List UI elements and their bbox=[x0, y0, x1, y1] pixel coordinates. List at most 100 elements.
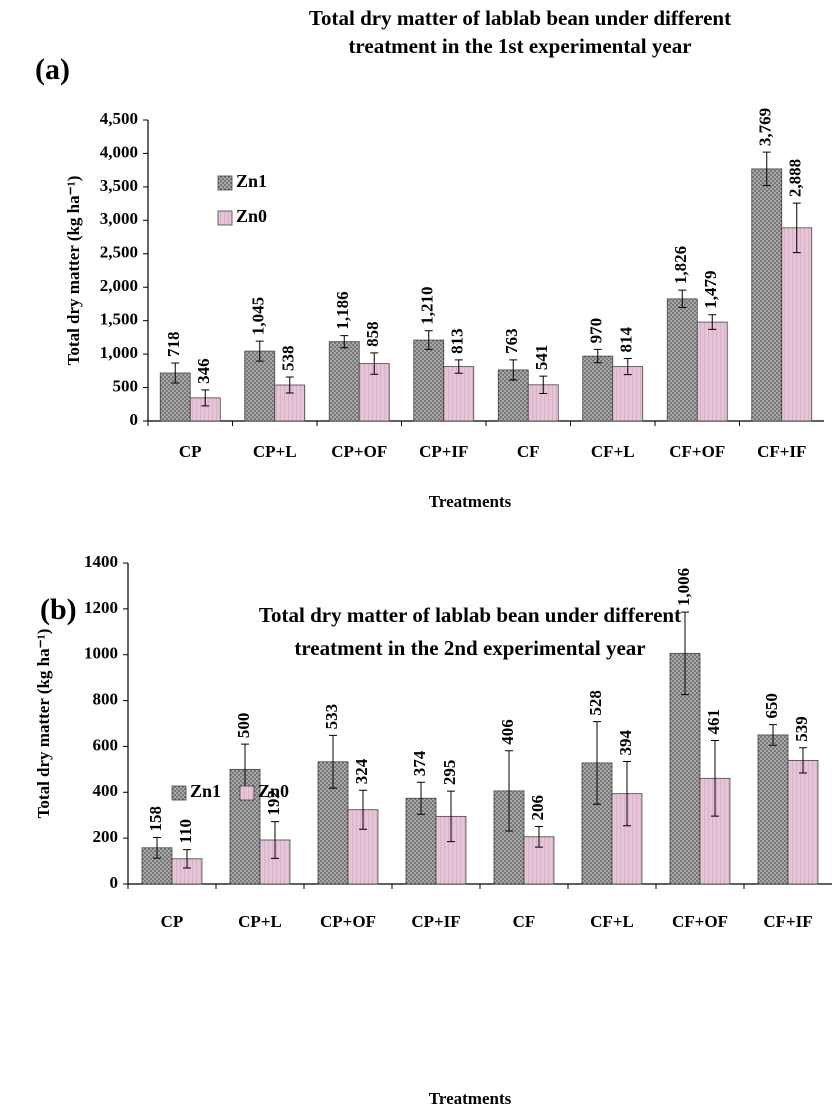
y-tick-label: 4,500 bbox=[100, 109, 138, 128]
error-bar bbox=[593, 721, 601, 805]
bar bbox=[751, 168, 783, 422]
x-tick-label: CF+IF bbox=[763, 912, 812, 931]
y-tick-label: 200 bbox=[93, 827, 119, 846]
legend-swatch bbox=[171, 785, 187, 801]
error-bar bbox=[454, 359, 463, 374]
bar bbox=[443, 366, 475, 422]
x-tick-label: CF+L bbox=[591, 442, 635, 461]
x-axis-title: Treatments bbox=[429, 1089, 512, 1108]
y-tick-label: 3,000 bbox=[100, 209, 138, 228]
bar bbox=[666, 298, 698, 422]
value-label: 461 bbox=[704, 709, 723, 735]
error-bar bbox=[623, 358, 632, 376]
legend-swatch bbox=[217, 210, 233, 226]
value-label: 813 bbox=[448, 328, 467, 354]
error-bar bbox=[509, 359, 518, 381]
error-bar bbox=[271, 821, 279, 859]
error-bar bbox=[711, 739, 719, 817]
value-label: 394 bbox=[616, 730, 635, 756]
x-tick-label: CP+L bbox=[253, 442, 297, 461]
legend-label: Zn1 bbox=[236, 171, 267, 191]
y-tick-label: 800 bbox=[93, 689, 119, 708]
y-tick-label: 0 bbox=[130, 410, 139, 429]
bar bbox=[274, 384, 306, 422]
bar bbox=[413, 339, 445, 422]
value-label: 763 bbox=[502, 328, 521, 354]
value-label: 324 bbox=[352, 758, 371, 784]
value-label: 650 bbox=[762, 693, 781, 719]
value-label: 970 bbox=[587, 318, 606, 344]
chart-title: Total dry matter of lablab bean under di… bbox=[259, 603, 681, 627]
error-bar bbox=[505, 750, 513, 832]
value-label: 1,186 bbox=[333, 291, 352, 329]
error-bar bbox=[708, 314, 717, 330]
error-bar bbox=[255, 340, 264, 362]
y-tick-label: 500 bbox=[113, 376, 139, 395]
error-bar bbox=[359, 789, 367, 830]
y-tick-label: 2,500 bbox=[100, 243, 138, 262]
bar bbox=[696, 321, 728, 422]
bar bbox=[612, 366, 644, 422]
value-label: 206 bbox=[528, 795, 547, 821]
value-label: 500 bbox=[234, 713, 253, 739]
legend-label: Zn0 bbox=[236, 206, 267, 226]
y-tick-label: 1,500 bbox=[100, 310, 138, 329]
chart-title: treatment in the 2nd experimental year bbox=[294, 636, 645, 660]
x-tick-label: CP+OF bbox=[320, 912, 376, 931]
error-bar bbox=[623, 761, 631, 827]
legend-swatch bbox=[239, 785, 255, 801]
value-label: 539 bbox=[792, 716, 811, 742]
chart-title: Total dry matter of lablab bean under di… bbox=[309, 6, 731, 30]
value-label: 528 bbox=[586, 690, 605, 716]
chart-title: treatment in the 1st experimental year bbox=[348, 34, 691, 58]
bar bbox=[328, 341, 360, 422]
x-tick-label: CP bbox=[179, 442, 202, 461]
x-tick-label: CF+L bbox=[590, 912, 634, 931]
error-bar bbox=[762, 151, 771, 187]
value-label: 158 bbox=[146, 806, 165, 832]
error-bar bbox=[799, 747, 807, 774]
value-label: 1,210 bbox=[418, 286, 437, 324]
value-label: 110 bbox=[176, 819, 195, 844]
value-label: 858 bbox=[363, 321, 382, 347]
error-bar bbox=[183, 849, 191, 869]
value-label: 374 bbox=[410, 750, 429, 776]
value-label: 406 bbox=[498, 719, 517, 745]
y-tick-label: 1400 bbox=[84, 552, 118, 571]
y-tick-label: 1200 bbox=[84, 598, 118, 617]
value-label: 1,826 bbox=[671, 246, 690, 284]
value-label: 3,769 bbox=[756, 108, 775, 146]
panel-label: (b) bbox=[40, 593, 77, 626]
value-label: 541 bbox=[532, 345, 551, 371]
bar bbox=[159, 372, 191, 422]
x-tick-label: CF+IF bbox=[757, 442, 806, 461]
x-tick-label: CP+OF bbox=[331, 442, 387, 461]
value-label: 346 bbox=[194, 358, 213, 384]
y-tick-label: 1,000 bbox=[100, 343, 138, 362]
legend-label: Zn0 bbox=[258, 781, 289, 801]
error-bar bbox=[153, 836, 161, 859]
bar bbox=[781, 227, 813, 422]
y-axis-title: Total dry matter (kg ha⁻¹) bbox=[64, 176, 83, 366]
value-label: 1,045 bbox=[249, 297, 268, 335]
value-label: 533 bbox=[322, 704, 341, 730]
error-bar bbox=[329, 734, 337, 789]
y-tick-label: 2,000 bbox=[100, 276, 138, 295]
error-bar bbox=[447, 790, 455, 843]
x-axis-title: Treatments bbox=[429, 492, 512, 511]
error-bar bbox=[201, 389, 210, 407]
y-tick-label: 3,500 bbox=[100, 176, 138, 195]
legend-swatch bbox=[217, 175, 233, 191]
value-label: 538 bbox=[279, 345, 298, 371]
bar bbox=[244, 350, 276, 422]
error-bar bbox=[769, 724, 777, 746]
y-tick-label: 4,000 bbox=[100, 142, 138, 161]
error-bar bbox=[424, 330, 433, 350]
error-bar bbox=[285, 376, 294, 394]
y-tick-label: 600 bbox=[93, 735, 119, 754]
bar bbox=[757, 734, 789, 885]
x-tick-label: CF+OF bbox=[669, 442, 725, 461]
error-bar bbox=[370, 352, 379, 375]
value-label: 1,006 bbox=[674, 568, 693, 606]
x-tick-label: CP+IF bbox=[411, 912, 460, 931]
